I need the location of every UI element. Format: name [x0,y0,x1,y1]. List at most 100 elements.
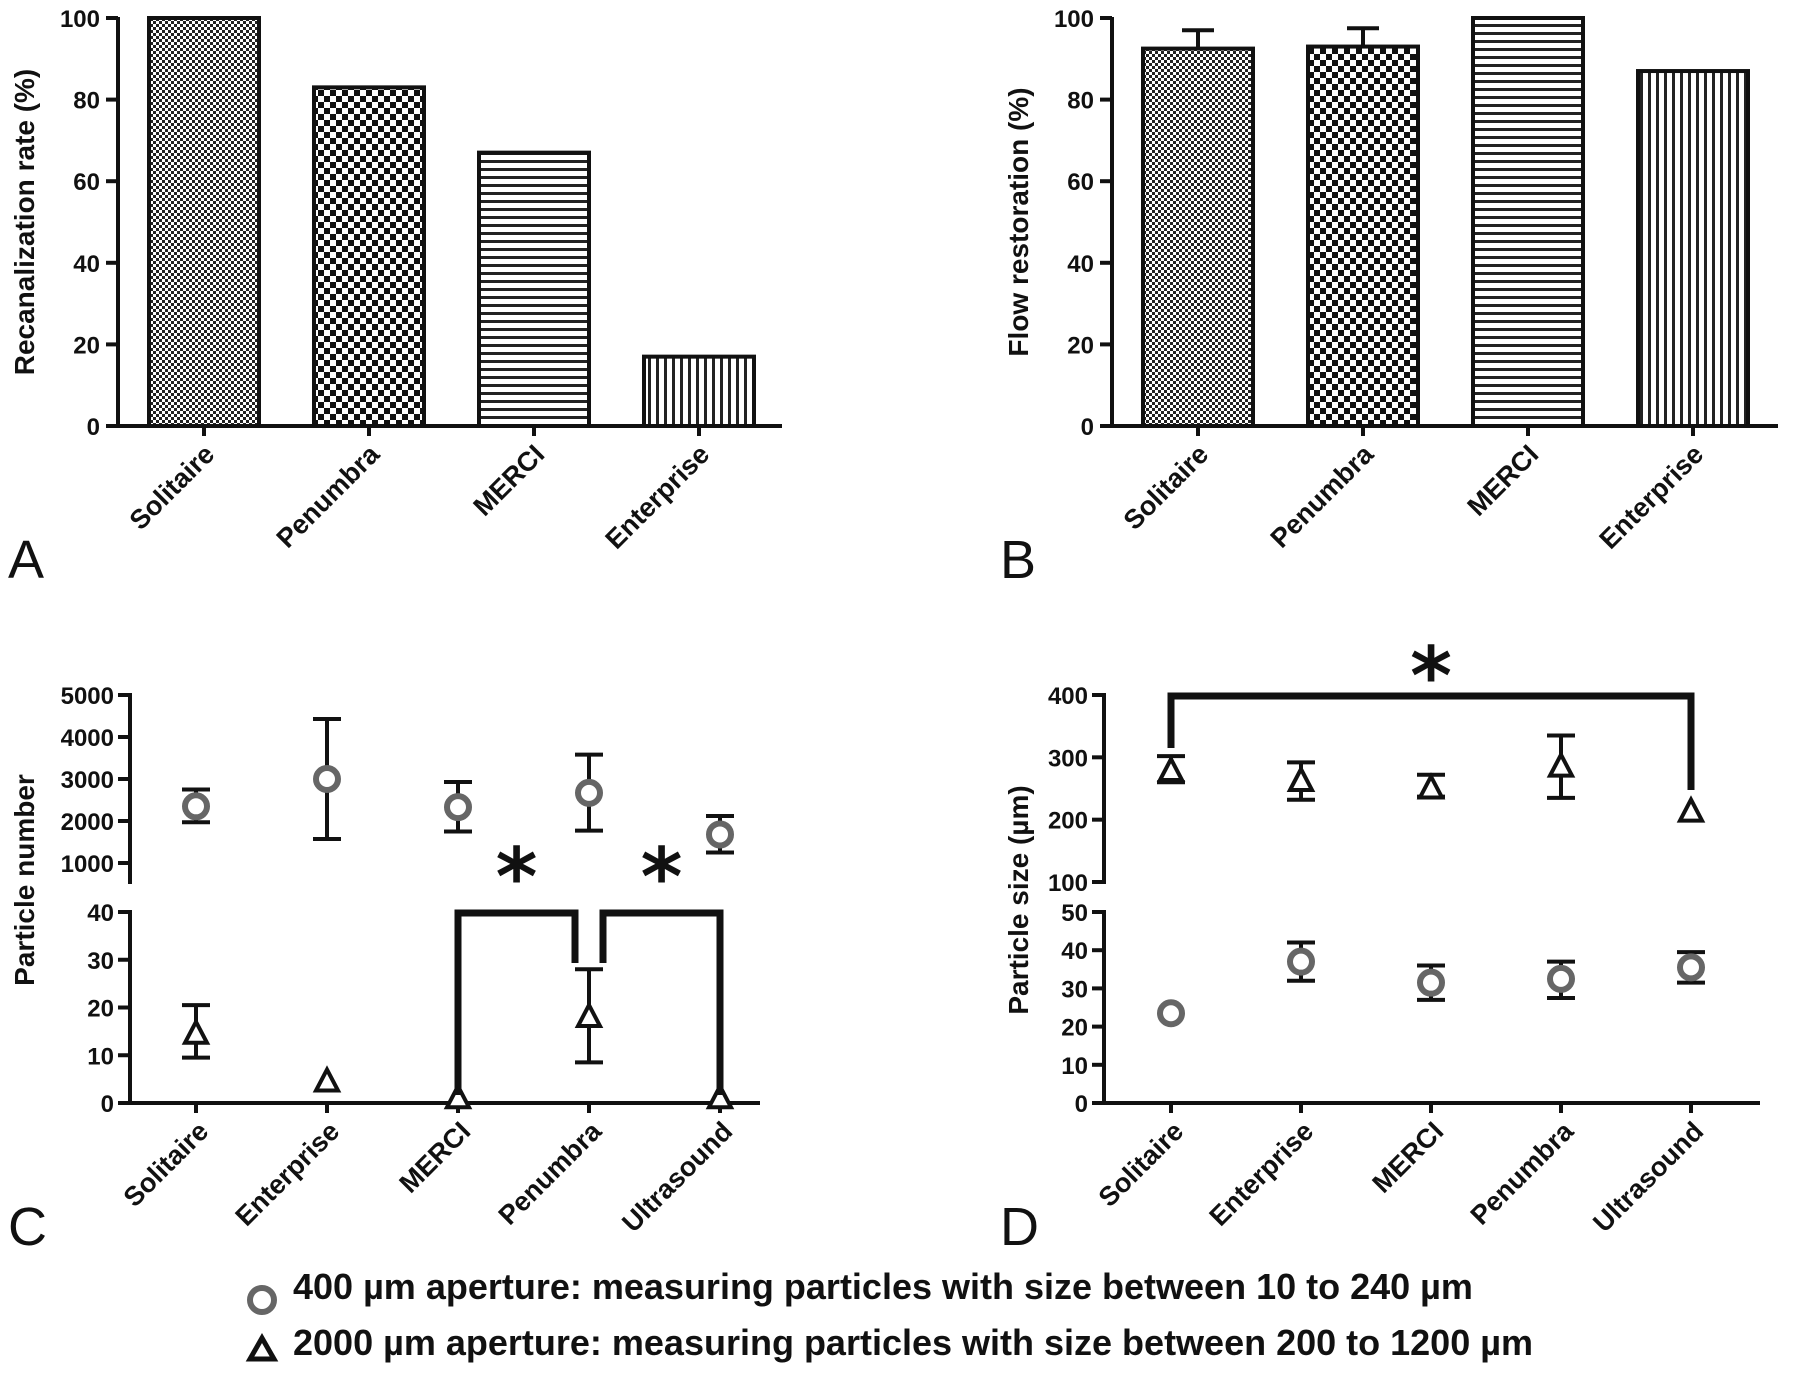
y-tick-label-upper-c-3000: 3000 [61,767,114,794]
y-tick-label-a-100: 100 [60,6,100,33]
bar-a-merci [477,150,591,428]
panel-letter-b: B [1000,530,1036,590]
x-tick-label-d-penumbra: Penumbra [1465,1115,1580,1230]
y-tick-label-a-0: 0 [87,414,100,441]
x-tick-label-a-solitaire: Solitaire [124,439,221,536]
x-tick-label-b-solitaire: Solitaire [1118,439,1215,536]
y-tick-label-upper-d-300: 300 [1048,745,1088,772]
y-tick-label-lower-c-20: 20 [87,996,114,1023]
x-tick-label-a-penumbra: Penumbra [271,438,386,553]
legend-triangle-label: 2000 µm aperture: measuring particles wi… [293,1322,1533,1363]
bar-a-enterprise [642,354,756,429]
y-tick-label-a-80: 80 [73,88,100,115]
y-tick-label-lower-d-30: 30 [1061,976,1088,1003]
x-tick-label-b-penumbra: Penumbra [1265,438,1380,553]
panel-c: 1000 2000 3000 4000 5000 0 10 20 30 40 Solitaire En… [9,683,760,1238]
bar-b-penumbra [1306,44,1420,429]
significance-star-d-1: * [1410,630,1452,723]
significance-bracket-d-1 [1167,692,1695,790]
x-tick-label-d-ultrasound: Ultrasound [1587,1116,1709,1238]
point-circle-c-penumbra [575,778,603,807]
point-circle-c-ultrasound [706,820,734,849]
y-tick-label-upper-c-4000: 4000 [61,725,114,752]
point-circle-d-penumbra [1547,964,1575,993]
y-tick-label-b-40: 40 [1067,251,1094,278]
x-tick-label-b-merci: MERCI [1462,439,1545,522]
y-tick-label-a-40: 40 [73,251,100,278]
point-circle-c-merci [444,793,472,822]
panel-d: 100 200 300 400 0 10 20 30 40 50 Solitaire Enterpri… [1003,630,1760,1238]
significance-bracket-c-1 [454,909,579,1095]
x-tick-label-d-solitaire: Solitaire [1093,1116,1190,1213]
x-tick-label-a-merci: MERCI [468,439,551,522]
y-tick-label-lower-d-20: 20 [1061,1015,1088,1042]
point-circle-d-enterprise [1287,947,1315,976]
y-axis-title-a: Recanalization rate (%) [9,69,40,376]
panel-letter-c: C [8,1197,47,1257]
x-tick-label-c-merci: MERCI [394,1116,477,1199]
point-triangle-c-penumbra [574,1000,604,1029]
y-tick-label-lower-d-0: 0 [1075,1091,1088,1118]
y-tick-label-b-60: 60 [1067,169,1094,196]
legend-triangle-marker [245,1332,279,1362]
point-triangle-c-enterprise [312,1065,342,1093]
legend: 400 µm aperture: measuring particles wit… [245,1266,1533,1363]
point-triangle-d-solitaire [1156,754,1186,783]
bar-a-penumbra [312,85,426,429]
y-axis-title-c: Particle number [9,774,40,986]
bar-b-merci [1471,16,1585,428]
y-tick-label-lower-c-10: 10 [87,1043,114,1070]
point-circle-c-enterprise [313,765,341,793]
y-tick-label-upper-d-100: 100 [1048,870,1088,897]
panel-b: 0 20 40 60 80 100 Solitaire Penumbra MERCI Enterp… [1003,6,1778,555]
significance-star-c-2: * [641,831,683,924]
point-triangle-d-merci [1416,772,1446,800]
panel-letter-a: A [8,530,44,590]
y-tick-label-lower-d-10: 10 [1061,1053,1088,1080]
point-circle-d-merci [1417,968,1445,997]
x-tick-label-c-enterprise: Enterprise [230,1116,346,1232]
bar-b-enterprise [1636,69,1750,428]
x-tick-label-d-merci: MERCI [1367,1116,1450,1199]
y-tick-label-lower-c-0: 0 [101,1091,114,1118]
y-tick-label-b-100: 100 [1054,6,1094,33]
y-tick-label-upper-d-400: 400 [1048,683,1088,710]
point-circle-c-solitaire [182,792,210,821]
bar-b-solitaire [1141,46,1255,428]
y-axis-title-d: Particle size (µm) [1003,785,1034,1014]
point-circle-d-ultrasound [1677,953,1705,982]
x-tick-label-c-solitaire: Solitaire [118,1116,215,1213]
x-tick-label-b-enterprise: Enterprise [1594,439,1710,555]
y-tick-label-upper-d-200: 200 [1048,808,1088,835]
y-tick-label-a-60: 60 [73,169,100,196]
x-tick-label-d-enterprise: Enterprise [1204,1116,1320,1232]
panel-a: 0 20 40 60 80 100 Solitaire Penumbra MERCI Enterp… [9,6,782,555]
point-triangle-c-merci [443,1081,473,1110]
y-tick-label-upper-c-2000: 2000 [61,809,114,836]
y-tick-label-b-0: 0 [1081,414,1094,441]
y-tick-label-lower-c-30: 30 [87,948,114,975]
legend-circle-label: 400 µm aperture: measuring particles wit… [293,1266,1473,1307]
y-tick-label-b-80: 80 [1067,88,1094,115]
y-tick-label-b-20: 20 [1067,332,1094,359]
x-tick-label-c-ultrasound: Ultrasound [616,1116,738,1238]
significance-star-c-1: * [496,831,538,924]
point-triangle-c-solitaire [181,1017,211,1045]
significance-bracket-c-2 [599,909,724,1095]
legend-circle-marker [247,1285,277,1315]
y-tick-label-upper-c-1000: 1000 [61,851,114,878]
y-tick-label-a-20: 20 [73,332,100,359]
bar-a-solitaire [147,16,261,428]
x-tick-label-c-penumbra: Penumbra [493,1115,608,1230]
point-triangle-d-penumbra [1546,750,1576,778]
y-tick-label-upper-c-5000: 5000 [61,683,114,710]
point-circle-d-solitaire [1157,999,1185,1028]
y-tick-label-lower-d-50: 50 [1061,900,1088,927]
y-tick-label-lower-c-40: 40 [87,900,114,927]
x-tick-label-a-enterprise: Enterprise [600,439,716,555]
point-triangle-c-ultrasound [705,1081,735,1110]
y-tick-label-lower-d-40: 40 [1061,938,1088,965]
point-triangle-d-ultrasound [1676,795,1706,823]
y-axis-title-b: Flow restoration (%) [1003,87,1034,356]
